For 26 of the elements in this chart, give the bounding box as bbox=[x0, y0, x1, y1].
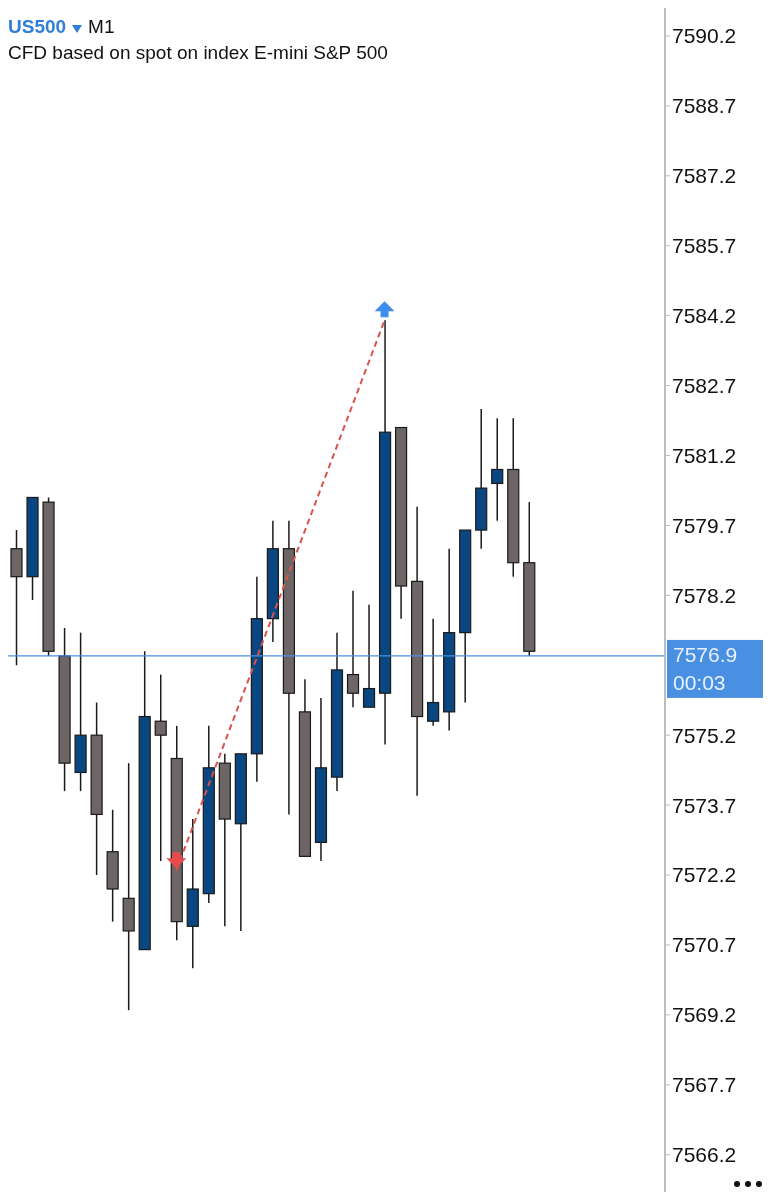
y-tick-label: 7578.2 bbox=[672, 583, 737, 607]
y-tick-label: 7590.2 bbox=[672, 24, 737, 48]
candlestick bbox=[491, 417, 504, 522]
text: CFD based on spot on index E-mini S&P 500 bbox=[8, 41, 388, 65]
y-tick-label: 7573.7 bbox=[672, 793, 737, 817]
y-tick-label: 7570.7 bbox=[672, 933, 737, 957]
ref-line-label: 7576.9 bbox=[673, 642, 738, 666]
candlestick bbox=[154, 673, 167, 862]
y-tick-label: 7566.2 bbox=[672, 1143, 737, 1167]
candlestick bbox=[346, 589, 360, 708]
y-tick-label: 7582.7 bbox=[672, 374, 737, 398]
text: 00:03 bbox=[673, 670, 726, 694]
y-tick-label: 7587.2 bbox=[672, 164, 737, 188]
y-tick-label: 7579.7 bbox=[672, 513, 737, 537]
y-tick-label: 7572.2 bbox=[672, 863, 737, 887]
y-tick-label: 7567.7 bbox=[672, 1073, 737, 1097]
y-tick-label: 7585.7 bbox=[672, 234, 737, 258]
y-tick-label: 7588.7 bbox=[672, 94, 737, 118]
y-tick-label: 7569.2 bbox=[672, 1003, 737, 1027]
y-tick-label: 7584.2 bbox=[672, 304, 737, 328]
annotation: M1 bbox=[88, 16, 115, 37]
y-tick-label: 7575.2 bbox=[672, 723, 737, 747]
candlestick bbox=[362, 603, 376, 708]
candlestick bbox=[427, 617, 440, 727]
chart-title: US500 bbox=[8, 16, 67, 37]
y-tick-label: 7581.2 bbox=[672, 443, 737, 467]
